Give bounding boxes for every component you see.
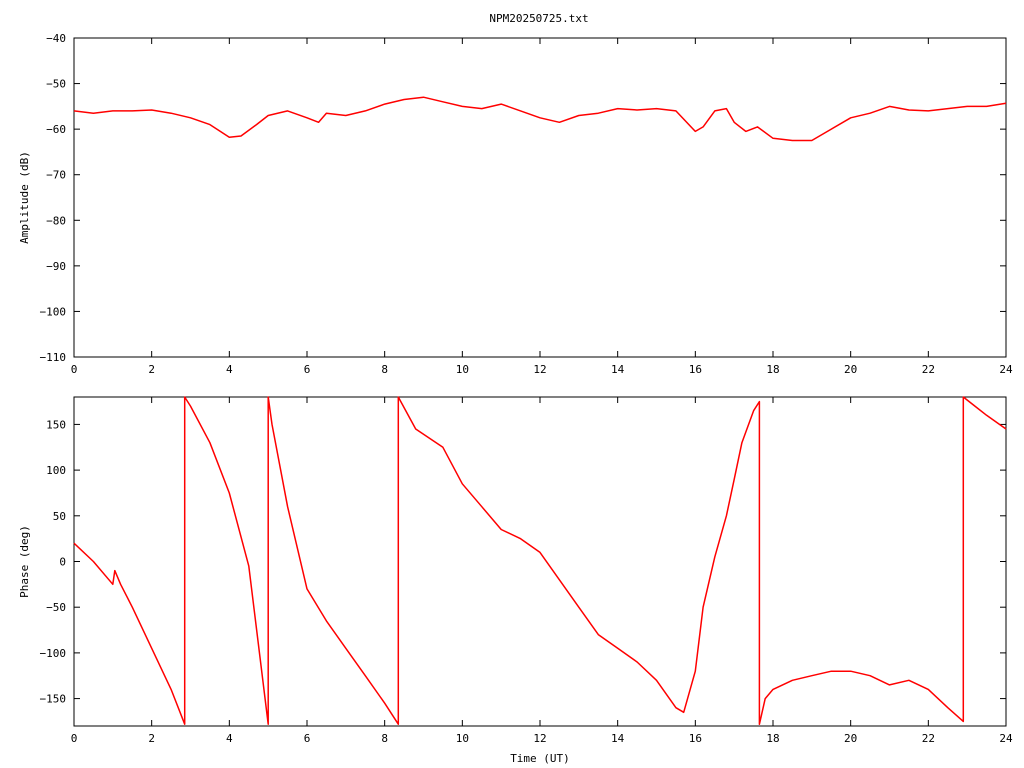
phase-x-tick-label: 12 [533,732,546,745]
amplitude-x-tick-label: 18 [766,363,779,376]
phase-x-tick-label: 0 [71,732,78,745]
amplitude-y-tick-label: −110 [40,351,67,364]
amplitude-x-tick-label: 16 [689,363,702,376]
phase-y-tick-label: 50 [53,510,66,523]
amplitude-y-tick-label: −100 [40,305,67,318]
amplitude-x-tick-label: 22 [922,363,935,376]
amplitude-x-tick-label: 12 [533,363,546,376]
amplitude-x-tick-label: 10 [456,363,469,376]
amplitude-plot-frame [73,37,1007,358]
amplitude-x-tick-label: 6 [304,363,311,376]
amplitude-x-tick-label: 8 [381,363,388,376]
phase-panel: 0 2 4 6 8 10 12 14 16 18 20 22 24150100500−50−100−15… [18,396,1013,765]
amplitude-x-tick-label: 14 [611,363,625,376]
phase-y-tick-label: −50 [46,601,66,614]
amplitude-x-tick-label: 4 [226,363,233,376]
amplitude-x-tick-label: 24 [999,363,1013,376]
phase-x-axis-label: Time (UT) [510,752,570,765]
amplitude-x-tick-label: 0 [71,363,78,376]
phase-x-tick-label: 20 [844,732,857,745]
phase-x-tick-label: 14 [611,732,625,745]
phase-x-tick-label: 4 [226,732,233,745]
phase-x-tick-label: 6 [304,732,311,745]
phase-x-tick-label: 8 [381,732,388,745]
phase-y-tick-label: 0 [59,556,66,569]
phase-y-tick-label: 150 [46,418,66,431]
phase-y-tick-label: 100 [46,464,66,477]
phase-plot-frame [73,396,1007,727]
phase-y-tick-label: −100 [40,647,67,660]
amplitude-y-tick-label: −90 [46,260,66,273]
chart-title: NPM20250725.txt [489,12,588,25]
amplitude-y-axis-label: Amplitude (dB) [18,151,31,244]
phase-x-tick-label: 2 [148,732,155,745]
phase-x-tick-label: 16 [689,732,702,745]
amplitude-x-tick-label: 2 [148,363,155,376]
amplitude-y-tick-label: −40 [46,32,66,45]
phase-x-tick-label: 24 [999,732,1013,745]
amplitude-y-tick-label: −80 [46,214,66,227]
phase-x-tick-label: 10 [456,732,469,745]
phase-y-axis-label: Phase (deg) [18,525,31,598]
phase-y-tick-label: −150 [40,693,67,706]
phase-x-tick-label: 22 [922,732,935,745]
amplitude-series-line [73,96,1007,142]
amplitude-y-tick-label: −60 [46,123,66,136]
amplitude-y-tick-label: −70 [46,169,66,182]
phase-x-tick-label: 18 [766,732,779,745]
amplitude-panel: 0 2 4 6 8 10 12 14 16 18 20 22 24−40−50−60−70−80−90−… [18,32,1013,376]
amplitude-x-tick-label: 20 [844,363,857,376]
phase-series-line [73,396,1007,725]
amplitude-y-tick-label: −50 [46,78,66,91]
